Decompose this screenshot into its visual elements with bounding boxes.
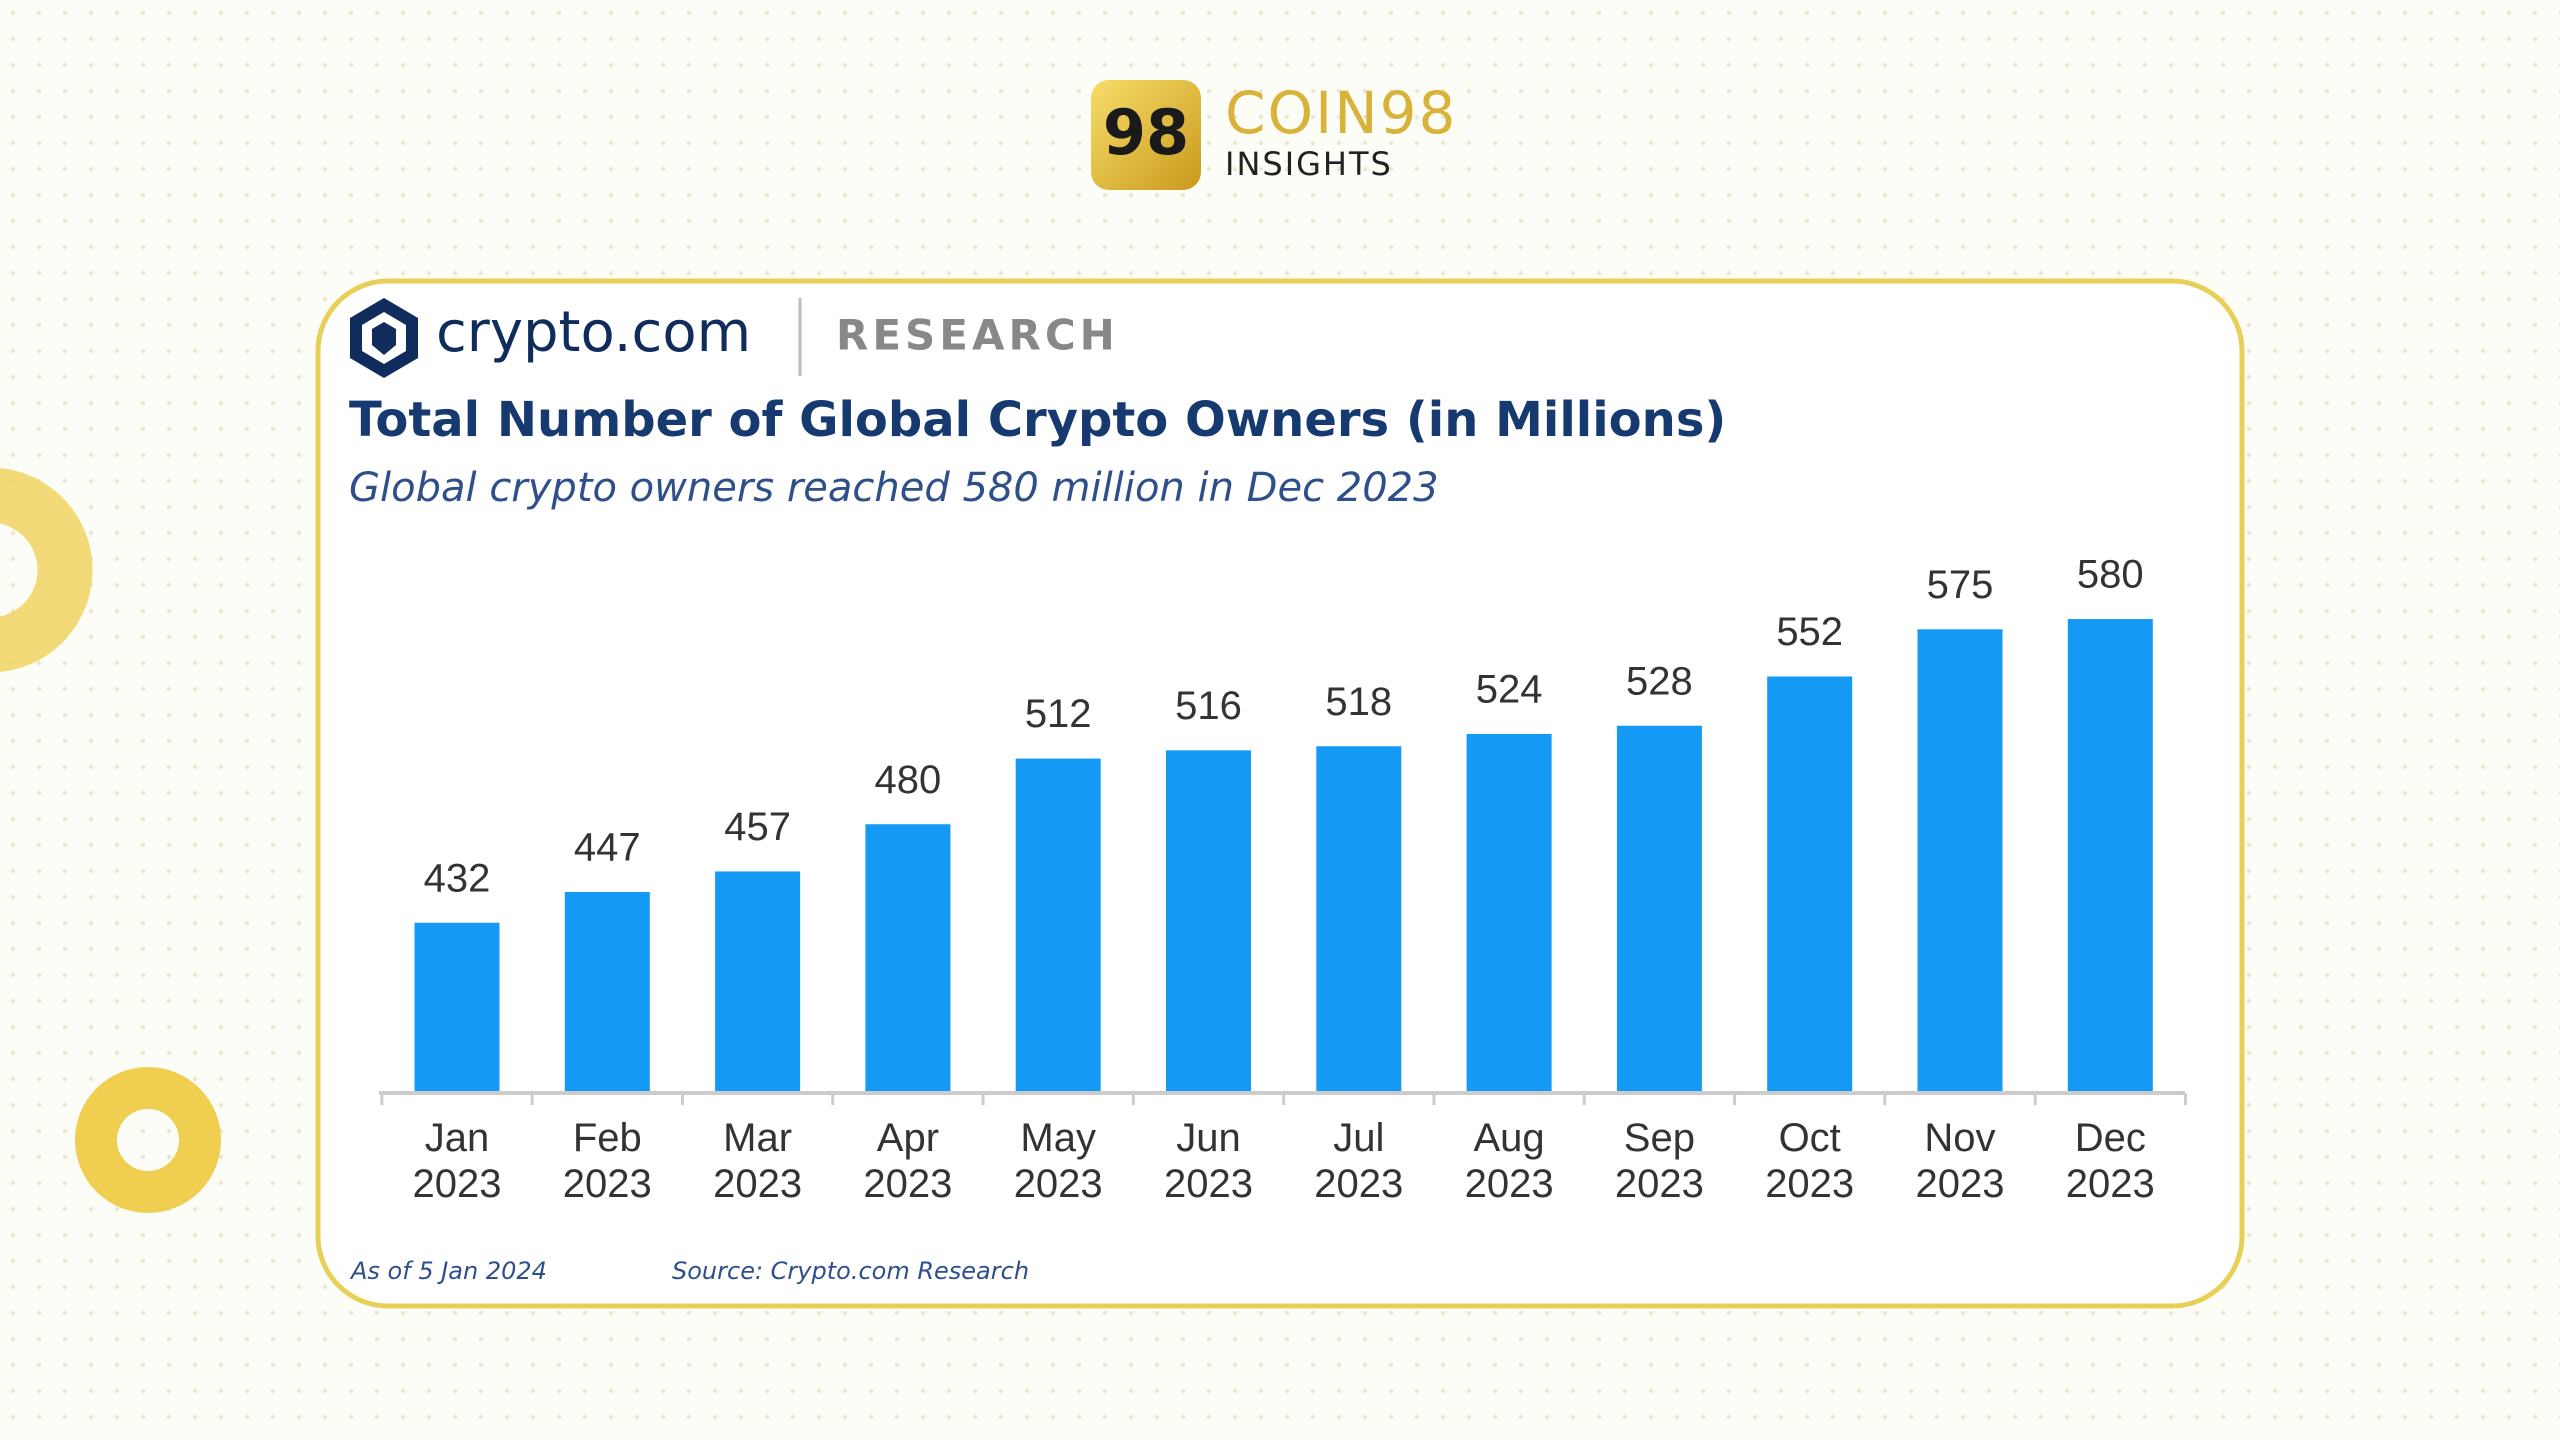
brand-sub: INSIGHTS bbox=[1225, 145, 1393, 183]
bar bbox=[865, 824, 951, 1091]
bar bbox=[715, 871, 801, 1091]
crypto-logo-text: crypto.com bbox=[436, 300, 751, 365]
value-label: 575 bbox=[1927, 563, 1994, 607]
bar bbox=[1917, 629, 2003, 1091]
bar bbox=[1616, 725, 1702, 1091]
bar bbox=[564, 891, 650, 1091]
value-label: 516 bbox=[1175, 684, 1242, 728]
x-tick-label: Feb 2023 bbox=[562, 1116, 652, 1206]
x-tick-label: Apr 2023 bbox=[863, 1116, 953, 1206]
x-tick-label: Aug 2023 bbox=[1464, 1116, 1554, 1206]
brand-logo bbox=[1091, 80, 1201, 190]
value-label: 457 bbox=[724, 805, 791, 849]
bar bbox=[1316, 746, 1402, 1091]
x-tick-label: Mar 2023 bbox=[713, 1116, 803, 1206]
value-label: 580 bbox=[2077, 553, 2144, 597]
bar bbox=[1466, 733, 1552, 1091]
value-label: 528 bbox=[1626, 659, 1693, 703]
brand-name: COIN98 bbox=[1225, 79, 1457, 147]
bar bbox=[1015, 758, 1101, 1091]
footnote: Source: Crypto.com Research bbox=[672, 1257, 1029, 1285]
x-tick-label: Jan 2023 bbox=[412, 1116, 502, 1206]
x-tick-label: Jul 2023 bbox=[1314, 1116, 1404, 1206]
chart-title: Total Number of Global Crypto Owners (in… bbox=[349, 392, 1726, 448]
x-tick-label: Jun 2023 bbox=[1164, 1116, 1253, 1206]
footnote: As of 5 Jan 2024 bbox=[349, 1257, 547, 1285]
value-label: 518 bbox=[1325, 680, 1392, 724]
bar bbox=[1166, 750, 1251, 1091]
value-label: 480 bbox=[875, 758, 942, 802]
x-tick-label: May 2023 bbox=[1013, 1116, 1103, 1206]
bar bbox=[1767, 676, 1853, 1091]
value-label: 447 bbox=[574, 826, 641, 870]
value-label: 552 bbox=[1776, 610, 1843, 654]
decor-ring bbox=[0, 468, 93, 672]
value-label: 524 bbox=[1476, 668, 1543, 712]
value-label: 432 bbox=[424, 856, 491, 900]
section-label: RESEARCH bbox=[836, 311, 1119, 360]
x-tick-label: Sep 2023 bbox=[1614, 1116, 1704, 1206]
x-tick-label: Nov 2023 bbox=[1915, 1116, 2005, 1206]
brand-logo-mark: 98 bbox=[1103, 96, 1189, 169]
x-tick-label: Dec 2023 bbox=[2065, 1116, 2155, 1206]
bar bbox=[414, 922, 500, 1091]
crypto-logo-icon bbox=[372, 322, 396, 355]
decor-ring bbox=[75, 1067, 221, 1213]
bar bbox=[2067, 619, 2153, 1091]
x-tick-label: Oct 2023 bbox=[1765, 1116, 1855, 1206]
value-label: 512 bbox=[1025, 692, 1092, 736]
chart-subtitle: Global crypto owners reached 580 million… bbox=[349, 465, 1439, 511]
